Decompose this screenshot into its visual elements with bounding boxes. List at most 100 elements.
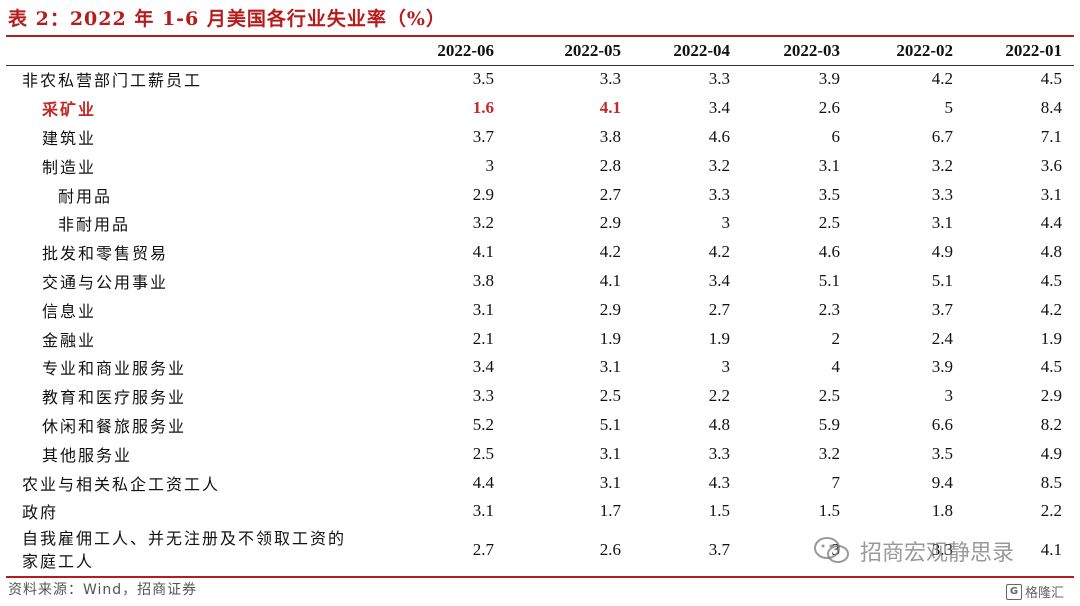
table-row: 专业和商业服务业 3.4 3.1 3 4 3.9 4.5 (6, 353, 1074, 382)
source-note: 资料来源：Wind，招商证券 (8, 582, 198, 598)
header-cell-label (6, 37, 364, 65)
header-cell-2022-05: 2022-05 (564, 41, 621, 60)
header-cell-2022-02: 2022-02 (896, 41, 953, 60)
row-label: 非耐用品 (58, 215, 131, 235)
value-cell: 3.6 (1040, 155, 1062, 175)
value-cell: 7 (831, 472, 841, 492)
value-cell: 2.8 (599, 155, 621, 175)
value-cell: 4 (831, 357, 841, 377)
value-cell: 2.6 (818, 98, 840, 118)
value-cell: 3.2 (708, 155, 730, 175)
value-cell: 3.3 (708, 69, 730, 89)
header-row: 2022-06 2022-05 2022-04 2022-03 2022-02 … (6, 37, 1074, 65)
value-cell: 6.6 (931, 414, 953, 434)
row-label: 交通与公用事业 (42, 272, 169, 292)
value-cell: 4.3 (708, 472, 730, 492)
table-row: 交通与公用事业 3.8 4.1 3.4 5.1 5.1 4.5 (6, 267, 1074, 296)
row-label: 建筑业 (42, 128, 97, 148)
value-cell: 2.5 (472, 443, 494, 463)
value-cell: 4.8 (708, 414, 730, 434)
value-cell: 6.7 (931, 126, 953, 146)
value-cell: 5.2 (472, 414, 494, 434)
value-cell: 2.6 (599, 539, 621, 559)
table-row: 其他服务业 2.5 3.1 3.3 3.2 3.5 4.9 (6, 439, 1074, 468)
value-cell: 3.7 (708, 539, 730, 559)
table-row: 非耐用品 3.2 2.9 3 2.5 3.1 4.4 (6, 209, 1074, 238)
value-cell: 3.4 (708, 98, 730, 118)
value-cell: 3 (721, 357, 731, 377)
value-cell: 3.9 (931, 357, 953, 377)
value-cell: 1.6 (472, 98, 494, 118)
watermark-badge: G 格隆汇 (1006, 582, 1064, 601)
table-row: 政府 3.1 1.7 1.5 1.5 1.8 2.2 (6, 497, 1074, 526)
value-cell: 4.1 (599, 270, 621, 290)
row-label: 休闲和餐旅服务业 (42, 416, 187, 436)
value-cell: 2.2 (708, 386, 730, 406)
value-cell: 5.1 (931, 270, 953, 290)
value-cell: 7.1 (1040, 126, 1062, 146)
value-cell: 4.1 (1040, 539, 1062, 559)
table-row: 农业与相关私企工资工人 4.4 3.1 4.3 7 9.4 8.5 (6, 468, 1074, 497)
value-cell: 1.5 (708, 501, 730, 521)
watermark-badge-text: 格隆汇 (1025, 586, 1065, 601)
value-cell: 3.8 (599, 126, 621, 146)
value-cell: 4.2 (1040, 299, 1062, 319)
header-cell-2022-06: 2022-06 (437, 41, 494, 60)
value-cell: 3.3 (599, 69, 621, 89)
row-label: 政府 (22, 503, 59, 523)
value-cell: 4.9 (931, 242, 953, 262)
value-cell: 3.4 (472, 357, 494, 377)
gelonghui-icon: G (1006, 583, 1022, 600)
value-cell: 8.4 (1040, 98, 1062, 118)
value-cell: 2.2 (1040, 501, 1062, 521)
value-cell: 3.1 (472, 299, 494, 319)
value-cell: 9.4 (931, 472, 953, 492)
row-label: 非农私营部门工薪员工 (22, 71, 203, 91)
value-cell: 3.1 (931, 213, 953, 233)
value-cell: 4.6 (708, 126, 730, 146)
row-label: 批发和零售贸易 (42, 244, 169, 264)
value-cell: 3.5 (818, 184, 840, 204)
value-cell: 4.5 (1040, 270, 1062, 290)
row-label: 制造业 (42, 157, 97, 177)
value-cell: 2.5 (599, 386, 621, 406)
table-title: 表 2：2022 年 1-6 月美国各行业失业率（%） (8, 8, 446, 30)
value-cell: 6 (831, 126, 841, 146)
bottom-rule (6, 576, 1074, 578)
value-cell: 4.6 (818, 242, 840, 262)
value-cell: 3.8 (472, 270, 494, 290)
value-cell: 4.1 (599, 98, 621, 118)
value-cell: 3.3 (931, 539, 953, 559)
value-cell: 3 (721, 213, 731, 233)
value-cell: 2.5 (818, 213, 840, 233)
value-cell: 2.9 (599, 299, 621, 319)
value-cell: 3.2 (818, 443, 840, 463)
top-rule (6, 35, 1074, 37)
value-cell: 2 (831, 328, 841, 348)
table-row: 建筑业 3.7 3.8 4.6 6 6.7 7.1 (6, 123, 1074, 152)
header-cell-2022-04: 2022-04 (673, 41, 730, 60)
value-cell: 4.1 (472, 242, 494, 262)
value-cell: 3.5 (931, 443, 953, 463)
header-rule (6, 65, 1074, 66)
value-cell: 4.8 (1040, 242, 1062, 262)
value-cell: 3.7 (931, 299, 953, 319)
value-cell: 3.1 (599, 357, 621, 377)
value-cell: 2.9 (472, 184, 494, 204)
value-cell: 3.2 (472, 213, 494, 233)
value-cell: 3.1 (818, 155, 840, 175)
value-cell: 1.9 (1040, 328, 1062, 348)
row-label: 教育和医疗服务业 (42, 388, 187, 408)
row-label: 金融业 (42, 330, 97, 350)
value-cell: 1.8 (931, 501, 953, 521)
table-row: 采矿业 1.6 4.1 3.4 2.6 5 8.4 (6, 94, 1074, 123)
value-cell: 4.5 (1040, 357, 1062, 377)
value-cell: 2.3 (818, 299, 840, 319)
header-cell-2022-03: 2022-03 (783, 41, 840, 60)
header-cell-2022-01: 2022-01 (1005, 41, 1062, 60)
value-cell: 4.4 (1040, 213, 1062, 233)
value-cell: 3.1 (599, 472, 621, 492)
row-label: 其他服务业 (42, 445, 133, 465)
value-cell: 2.9 (1040, 386, 1062, 406)
value-cell: 4.2 (931, 69, 953, 89)
